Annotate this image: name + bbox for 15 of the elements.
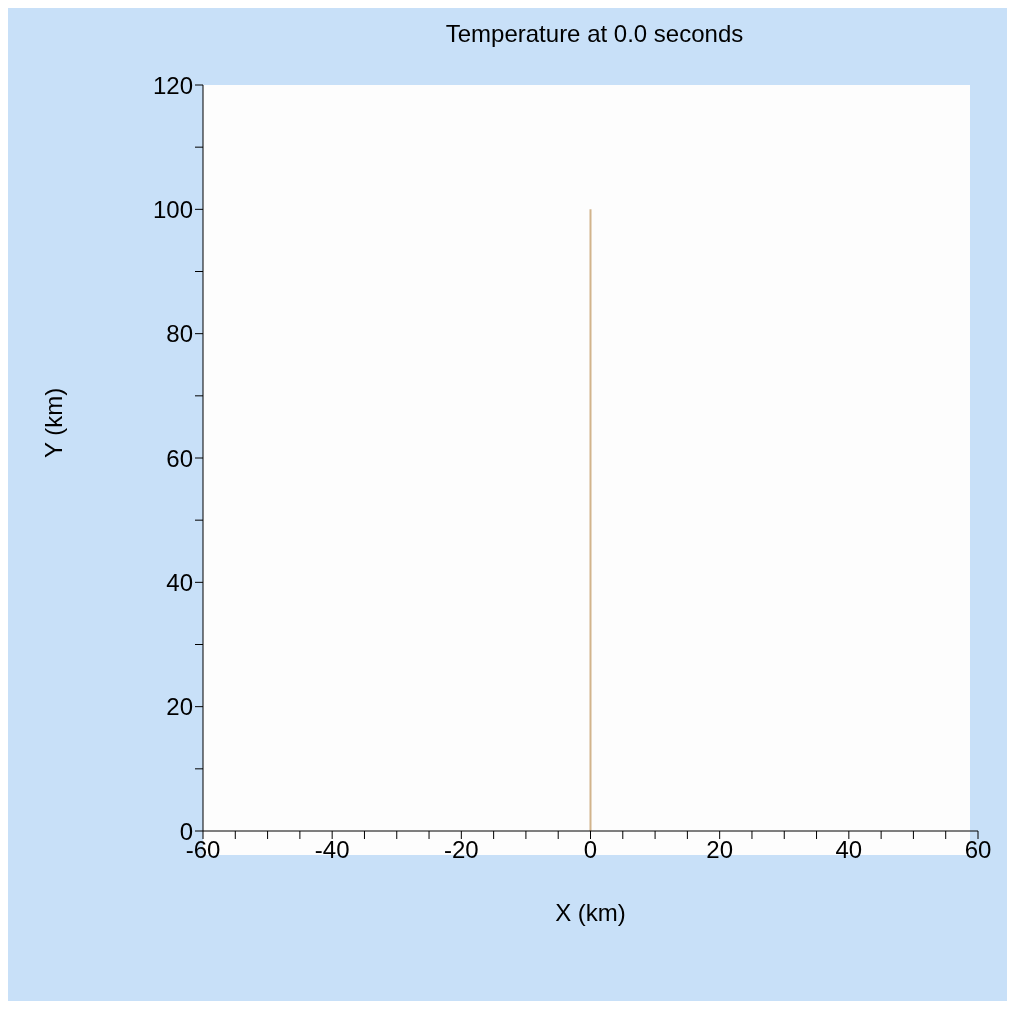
y-tick-label: 60 [166, 444, 193, 472]
x-tick-label: 20 [706, 836, 734, 864]
y-tick-label: 40 [166, 568, 193, 596]
x-tick-label: -40 [314, 836, 350, 864]
y-tick-label: 80 [166, 320, 193, 348]
chart-title: Temperature at 0.0 seconds [444, 20, 745, 48]
x-tick-label: 60 [964, 836, 992, 864]
x-tick-label: -20 [443, 836, 479, 864]
x-axis-title: X (km) [555, 899, 626, 926]
x-tick-label: 0 [583, 836, 598, 864]
y-axis-title: Y (km) [39, 387, 67, 458]
y-tick-label: 100 [152, 195, 193, 223]
y-tick-label: 120 [152, 71, 193, 99]
y-tick-label: 20 [166, 693, 193, 721]
x-tick-label: 40 [835, 836, 863, 864]
